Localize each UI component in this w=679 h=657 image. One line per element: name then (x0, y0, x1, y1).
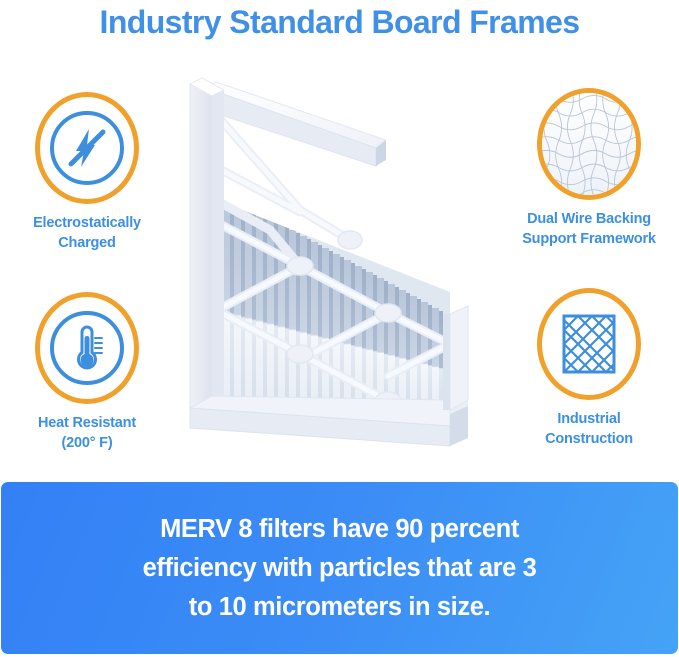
feature-label-line2: Support Framework (522, 231, 656, 247)
feature-dual-wire-backing: Dual Wire Backing Support Framework (494, 88, 679, 249)
frame-left-rail (188, 77, 226, 423)
banner-text: MERV 8 filters have 90 percent efficienc… (143, 510, 537, 627)
feature-label-line1: Dual Wire Backing (527, 211, 651, 227)
feature-label-line2: Charged (58, 235, 116, 251)
feature-heat-resistant: Heat Resistant (200° F) (0, 292, 182, 453)
frame-upper-brace-core (209, 107, 353, 243)
filter-render-svg (188, 77, 469, 447)
feature-icon-ring (537, 288, 641, 400)
frame-top-rail (204, 81, 388, 167)
lightning-bolt-no-static-icon (68, 129, 106, 167)
thermometer-icon (77, 325, 103, 370)
banner-line-3: to 10 micrometers in size. (188, 592, 491, 621)
feature-label-line2: Construction (545, 431, 633, 447)
feature-label-line1: Electrostatically (33, 215, 141, 231)
inner-ring (50, 311, 124, 385)
product-image (150, 70, 520, 480)
mesh-pattern (542, 93, 636, 195)
brace-node (337, 230, 363, 250)
feature-label: Dual Wire Backing Support Framework (494, 209, 679, 249)
feature-icon-ring (537, 88, 641, 200)
frame-bottom-rail (189, 392, 468, 447)
feature-icon-ring (35, 292, 139, 404)
wire-mesh-photo (542, 93, 636, 195)
feature-label-line1: Heat Resistant (38, 415, 136, 431)
feature-industrial-construction: Industrial Construction (494, 288, 679, 449)
feature-icon-ring (35, 92, 139, 204)
feature-label-line1: Industrial (557, 411, 621, 427)
page-title: Industry Standard Board Frames (99, 4, 581, 40)
banner-line-2: efficiency with particles that are 3 (142, 553, 537, 582)
lattice-grid-icon (562, 314, 616, 374)
merv-rating-banner: MERV 8 filters have 90 percent efficienc… (1, 482, 678, 654)
frame-right-cap (443, 305, 469, 411)
feature-label: Electrostatically Charged (0, 213, 182, 253)
feature-label: Heat Resistant (200° F) (0, 413, 182, 453)
feature-electrostatically-charged: Electrostatically Charged (0, 92, 182, 253)
inner-ring (50, 111, 124, 185)
feature-label-line2: (200° F) (61, 435, 113, 451)
feature-label: Industrial Construction (494, 409, 679, 449)
banner-line-1: MERV 8 filters have 90 percent (160, 514, 519, 543)
